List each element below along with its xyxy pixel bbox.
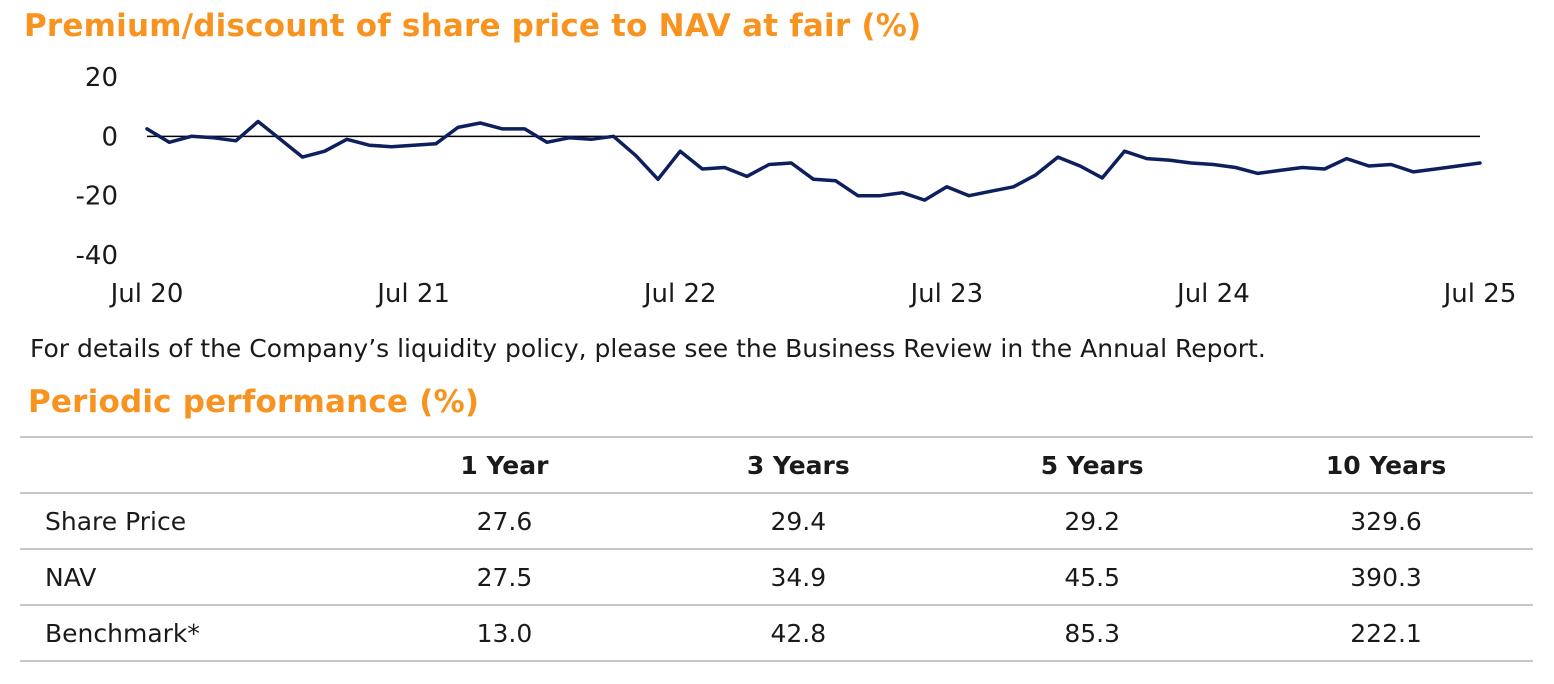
x-tick-label: Jul 21	[375, 279, 450, 309]
series-line	[145, 119, 1482, 202]
table-header-row: 1 Year 3 Years 5 Years 10 Years	[20, 437, 1533, 494]
table-cell: 329.6	[1239, 493, 1533, 550]
table-cell: 85.3	[945, 605, 1240, 662]
header-cell: 10 Years	[1239, 437, 1533, 494]
y-tick-label: -40	[76, 241, 118, 271]
y-tick-label: 20	[85, 63, 118, 93]
row-label: Share Price	[20, 493, 358, 550]
header-cell: 5 Years	[945, 437, 1240, 494]
x-tick-label: Jul 20	[109, 279, 184, 309]
chart-title: Premium/discount of share price to NAV a…	[24, 8, 922, 44]
x-tick-label: Jul 22	[642, 279, 717, 309]
table-cell: 390.3	[1239, 549, 1533, 606]
table-cell: 13.0	[357, 605, 652, 662]
table-title: Periodic performance (%)	[28, 384, 480, 420]
y-tick-label: -20	[76, 182, 118, 212]
premium-discount-chart: 20 0 -20 -40 Jul 20 Jul 21 Jul 22 Jul 23 Jul 24 J…	[76, 63, 1517, 309]
row-label: Benchmark*	[20, 605, 358, 662]
table-cell: 27.5	[357, 549, 652, 606]
header-cell	[20, 437, 358, 494]
header-cell: 1 Year	[357, 437, 652, 494]
header-cell: 3 Years	[651, 437, 946, 494]
y-tick-label: 0	[101, 122, 118, 152]
table-row: Share Price 27.6 29.4 29.2 329.6	[20, 493, 1533, 550]
table-cell: 27.6	[357, 493, 652, 550]
table-cell: 45.5	[945, 549, 1240, 606]
x-tick-label: Jul 23	[908, 279, 983, 309]
x-tick-label: Jul 24	[1175, 279, 1250, 309]
table-row: NAV 27.5 34.9 45.5 390.3	[20, 549, 1533, 606]
table-cell: 29.4	[651, 493, 946, 550]
table-cell: 42.8	[651, 605, 946, 662]
table-cell: 34.9	[651, 549, 946, 606]
table-row: Benchmark* 13.0 42.8 85.3 222.1	[20, 605, 1533, 662]
table-cell: 222.1	[1239, 605, 1533, 662]
table-cell: 29.2	[945, 493, 1240, 550]
row-label: NAV	[20, 549, 358, 606]
liquidity-note: For details of the Company’s liquidity p…	[30, 334, 1266, 363]
performance-table: 1 Year 3 Years 5 Years 10 Years Share Pr…	[20, 436, 1533, 662]
x-tick-label: Jul 25	[1442, 279, 1517, 309]
